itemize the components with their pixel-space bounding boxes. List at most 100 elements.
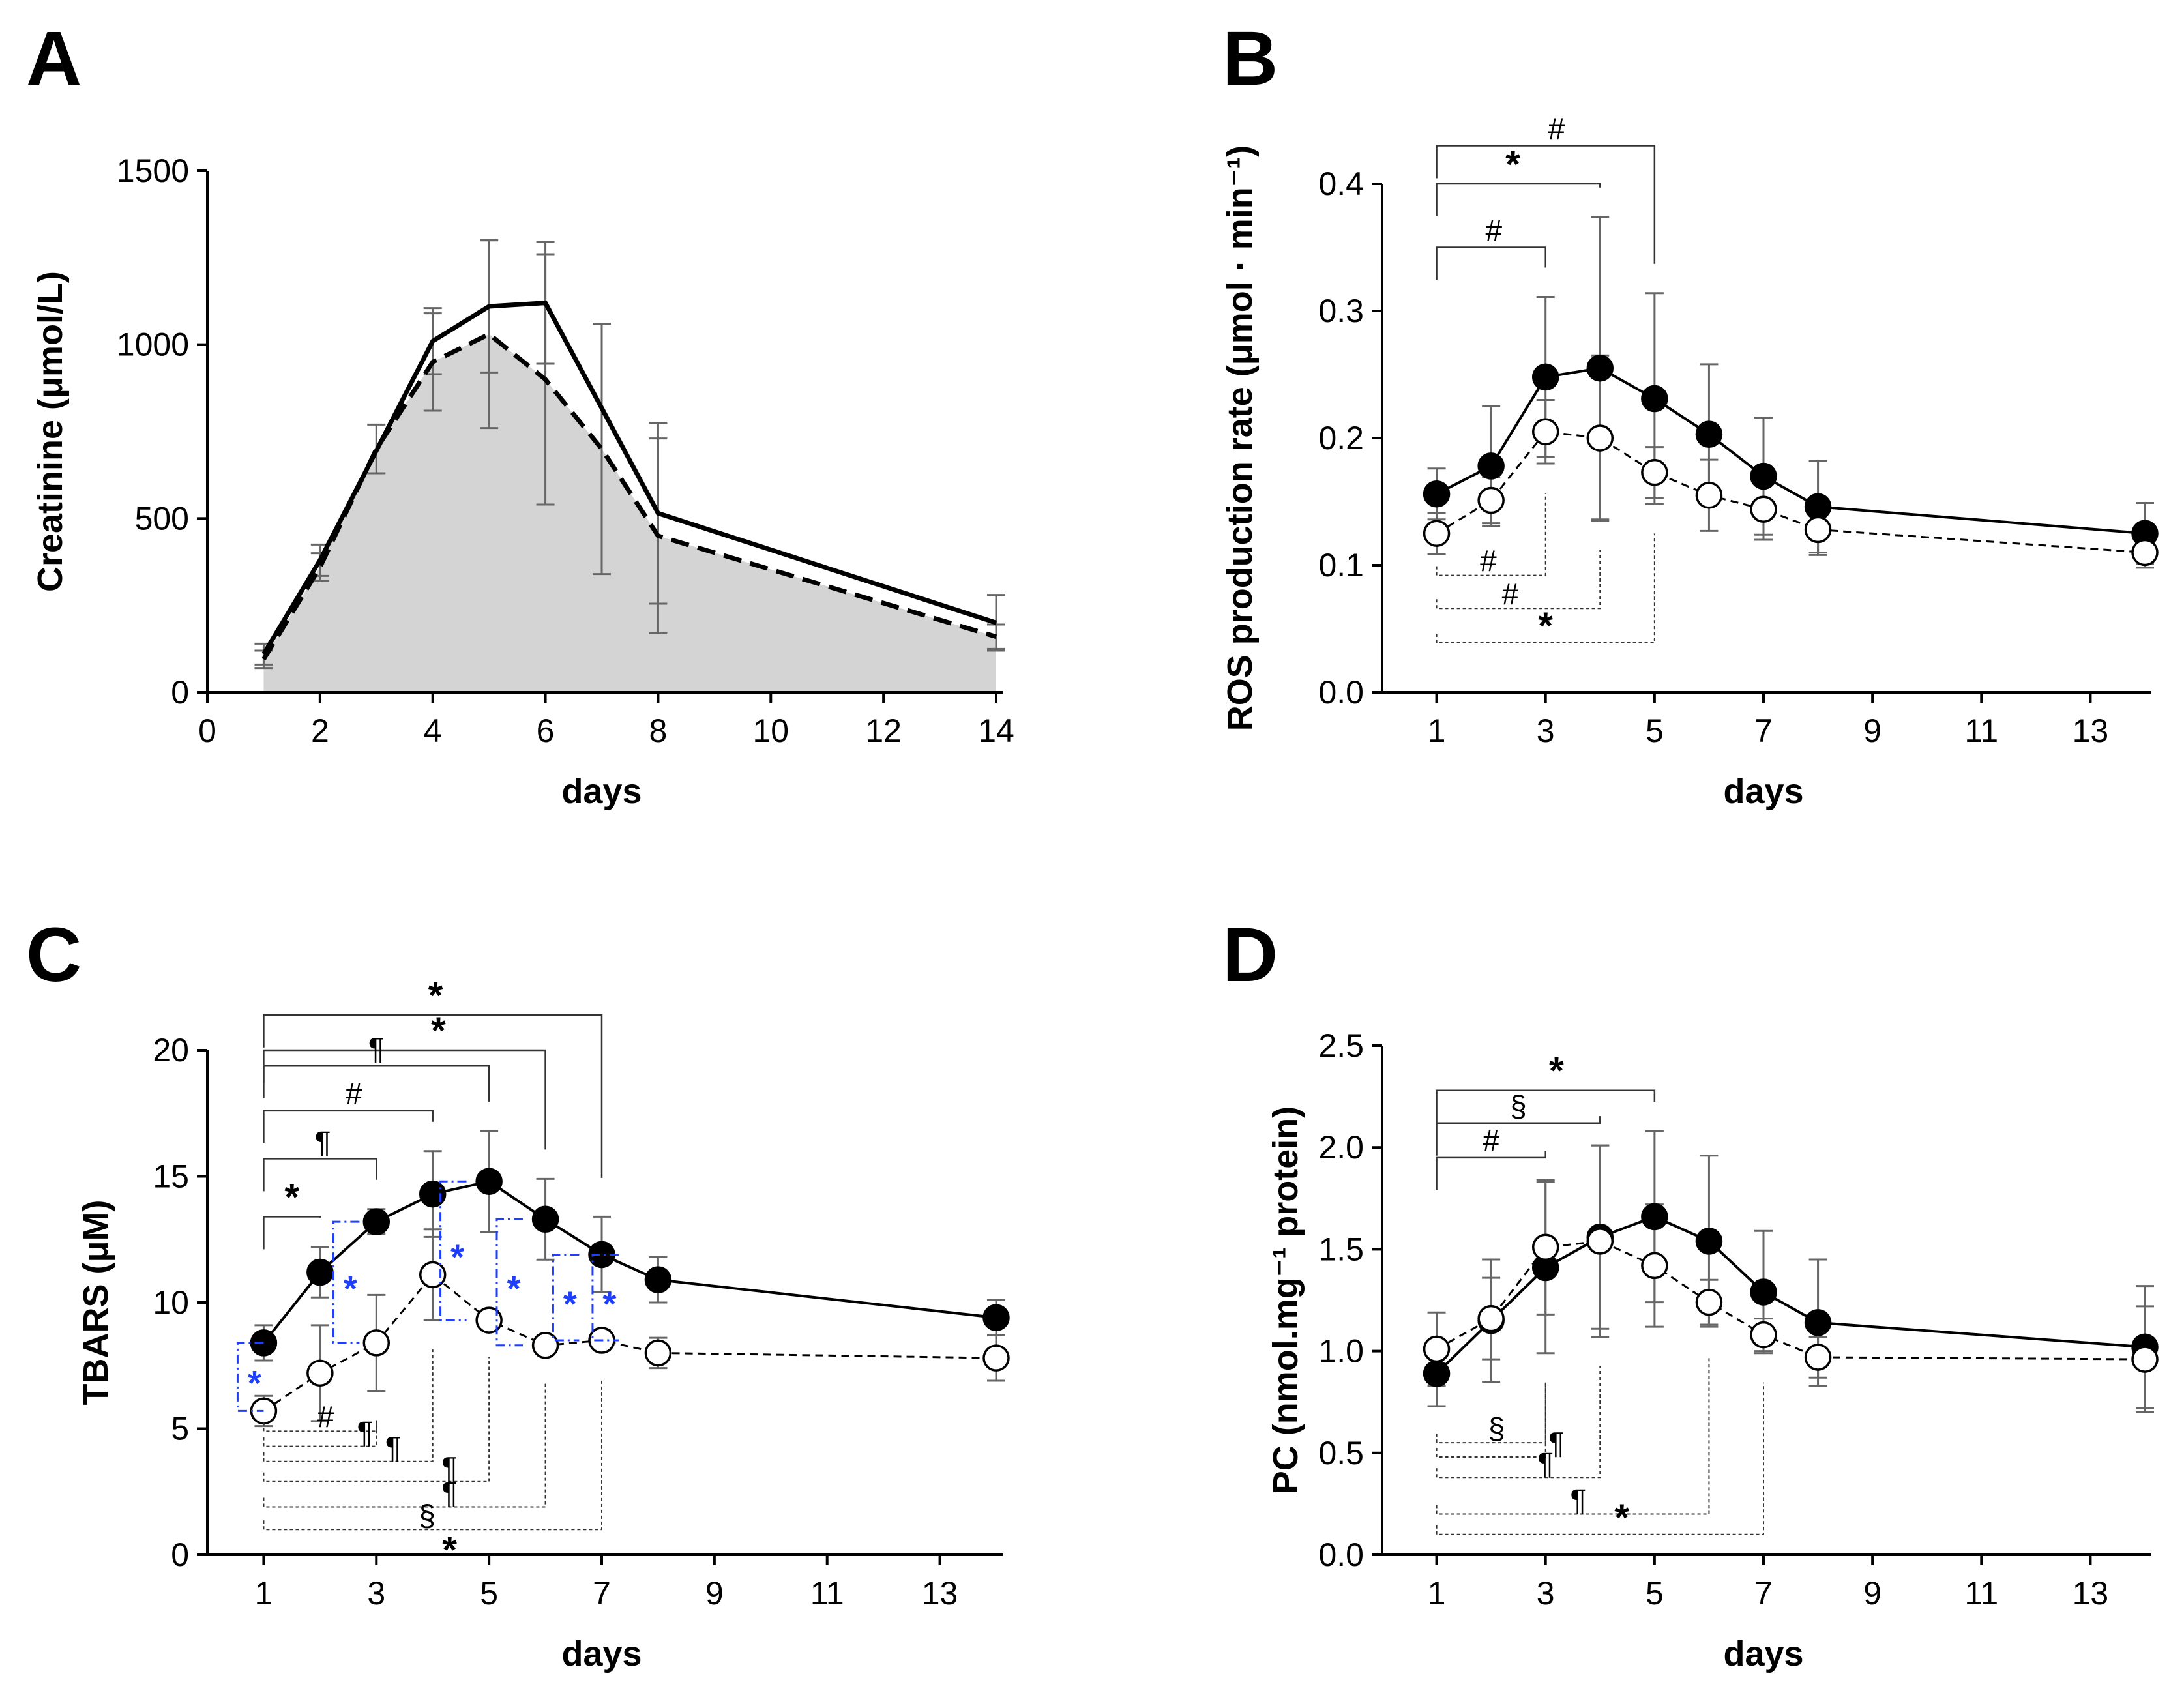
significance-bracket (1436, 1089, 1656, 1123)
y-tick-label: 5 (171, 1411, 189, 1447)
data-point-open (1695, 1288, 1723, 1316)
data-point-filled (1531, 363, 1559, 391)
significance-bracket (1436, 183, 1601, 216)
significance-bracket (1436, 1116, 1601, 1156)
y-tick-label: 0.5 (1318, 1435, 1364, 1471)
data-point-open (2131, 538, 2159, 567)
group-difference-bracket (332, 1220, 360, 1344)
significance-mark: * (1505, 143, 1520, 186)
y-tick-label: 0.3 (1318, 293, 1364, 329)
data-point-open (1804, 516, 1832, 544)
significance-mark: * (1538, 605, 1553, 647)
significance-bracket-dotted (1436, 1366, 1601, 1479)
significance-mark: * (431, 1010, 446, 1052)
significance-mark: * (442, 1529, 457, 1571)
data-point-open (362, 1329, 391, 1357)
data-point-filled (306, 1258, 334, 1286)
group-difference-mark: * (563, 1284, 577, 1323)
significance-mark: # (1548, 112, 1565, 146)
x-tick-label: 12 (865, 713, 902, 749)
data-point-open (2131, 1346, 2159, 1373)
x-tick-label: 7 (1754, 713, 1773, 749)
data-point-open (475, 1306, 503, 1334)
significance-mark: # (1483, 1124, 1499, 1158)
panel-letter: A (26, 16, 81, 102)
data-point-open (1423, 1335, 1451, 1363)
significance-mark: * (1549, 1050, 1564, 1093)
y-tick-label: 0 (171, 1537, 189, 1573)
y-tick-label: 10 (153, 1284, 189, 1321)
data-point-filled (1477, 452, 1505, 480)
x-tick-label: 13 (2073, 713, 2109, 749)
y-tick-label: 0 (171, 674, 189, 711)
significance-bracket-dotted (263, 1420, 377, 1447)
significance-mark: § (1510, 1089, 1527, 1123)
group-difference-mark: * (248, 1364, 261, 1403)
x-tick-label: 7 (593, 1575, 611, 1612)
significance-mark: * (428, 975, 443, 1017)
y-tick-label: 0.1 (1318, 547, 1364, 583)
x-tick-label: 5 (1645, 713, 1664, 749)
significance-mark: * (1614, 1497, 1629, 1539)
data-point-filled (1641, 1203, 1668, 1231)
x-tick-label: 9 (1863, 1575, 1881, 1612)
data-point-filled (419, 1180, 447, 1208)
data-point-open (1804, 1344, 1832, 1371)
series-line-filled (1436, 366, 2146, 535)
group-difference-mark: * (450, 1238, 464, 1277)
y-tick-label: 0.0 (1318, 674, 1364, 711)
data-point-filled (531, 1205, 559, 1233)
significance-mark: § (1488, 1411, 1505, 1445)
x-tick-label: 11 (1964, 713, 1998, 749)
series-line-dashed (261, 331, 997, 661)
x-tick-label: 13 (922, 1575, 958, 1612)
significance-mark: # (1502, 577, 1519, 611)
y-tick-label: 1.0 (1318, 1333, 1364, 1370)
significance-mark: ¶ (315, 1125, 331, 1158)
x-tick-label: 8 (649, 713, 668, 749)
y-tick-label: 1.5 (1318, 1231, 1364, 1267)
x-tick-label: 14 (978, 713, 1014, 749)
significance-bracket-dotted (263, 1420, 377, 1432)
significance-mark: # (1486, 214, 1503, 248)
y-tick-label: 1000 (117, 327, 189, 363)
significance-bracket-dotted (263, 1379, 602, 1531)
significance-mark: # (317, 1400, 334, 1434)
significance-mark: ¶ (441, 1450, 458, 1484)
data-point-open (531, 1332, 559, 1359)
x-axis-label: days (1723, 772, 1803, 811)
data-point-open (1750, 495, 1777, 523)
data-point-filled (475, 1168, 503, 1195)
x-tick-label: 9 (1863, 713, 1881, 749)
significance-bracket-dotted (1436, 550, 1601, 610)
shaded-area (263, 334, 996, 692)
x-tick-label: 11 (810, 1575, 844, 1612)
y-tick-label: 2.0 (1318, 1129, 1364, 1166)
data-point-open (1423, 520, 1451, 547)
error-bar (593, 323, 611, 576)
y-axis-label: TBARS (μM) (76, 1200, 115, 1406)
significance-mark: * (284, 1176, 299, 1218)
series-line-solid (261, 301, 997, 656)
x-tick-label: 1 (1428, 1575, 1446, 1612)
x-tick-label: 11 (1964, 1575, 1998, 1612)
significance-mark: ¶ (441, 1475, 458, 1509)
significance-bracket (263, 1064, 490, 1102)
significance-bracket (263, 1110, 434, 1143)
data-point-filled (362, 1208, 391, 1235)
panel-a: A 0 500 1000 1500 0 2 4 6 8 10 12 14 days Creatinine (… (26, 16, 1014, 811)
significance-bracket (1436, 145, 1656, 264)
y-tick-label: 500 (135, 500, 189, 537)
data-point-filled (1641, 385, 1668, 413)
significance-bracket (263, 1216, 321, 1250)
significance-bracket-dotted (1436, 1356, 1710, 1515)
data-point-open (306, 1359, 334, 1387)
data-point-filled (1804, 1309, 1832, 1336)
panel-letter: C (26, 912, 81, 998)
significance-bracket (1436, 246, 1546, 280)
group-difference-mark: * (344, 1269, 357, 1308)
x-tick-label: 0 (198, 713, 216, 749)
x-tick-label: 3 (1537, 713, 1555, 749)
